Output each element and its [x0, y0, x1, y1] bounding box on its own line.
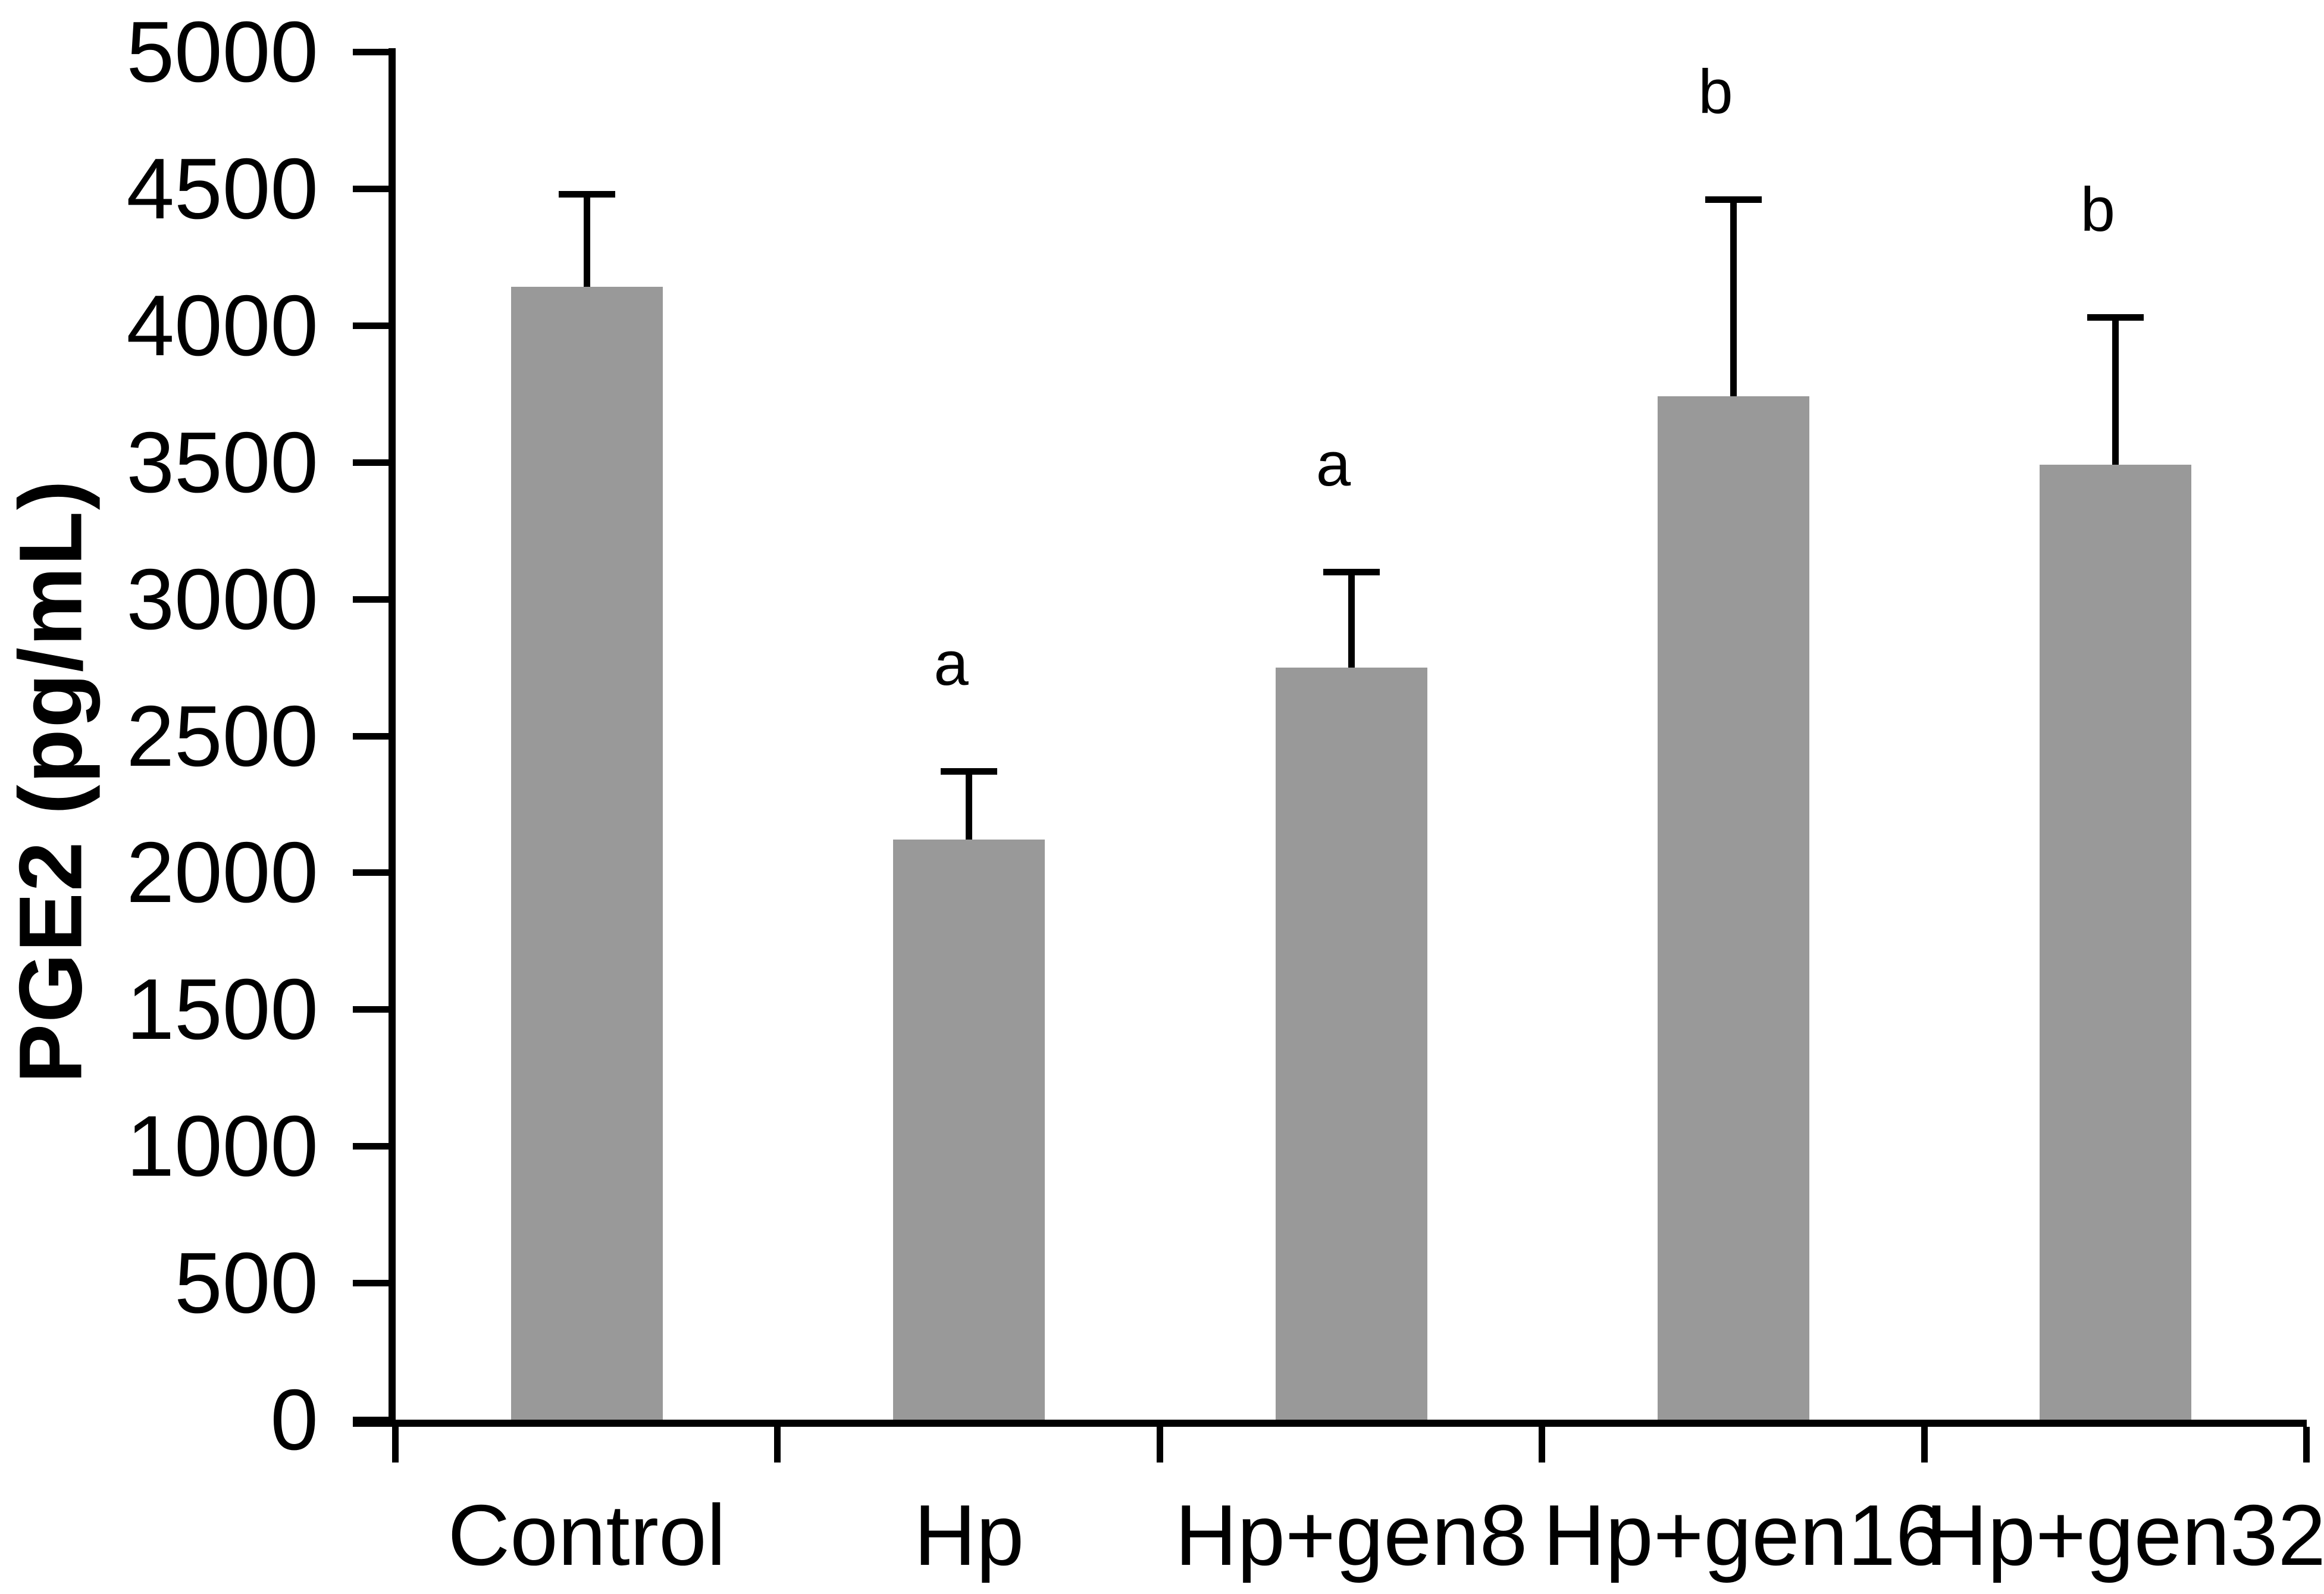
- error-bar-cap: [941, 768, 998, 775]
- y-tick-label: 500: [174, 1235, 318, 1332]
- x-tick-mark: [2303, 1427, 2310, 1463]
- y-tick-label: 1000: [126, 1098, 318, 1195]
- y-tick-label: 2500: [126, 687, 318, 784]
- significance-letter: b: [2080, 175, 2115, 245]
- y-tick-label: 1500: [126, 961, 318, 1058]
- error-bar-line: [2112, 317, 2119, 465]
- significance-letter: a: [934, 629, 969, 699]
- x-tick-mark: [774, 1427, 781, 1463]
- error-bar-line: [966, 771, 973, 840]
- x-category-label: Hp: [913, 1487, 1025, 1583]
- bar: [1275, 667, 1427, 1420]
- x-category-label: Control: [447, 1487, 726, 1583]
- error-bar-line: [1730, 199, 1737, 397]
- y-tick-mark: [353, 185, 389, 192]
- x-category-label: Hp+gen16: [1543, 1487, 1944, 1583]
- y-tick-mark: [353, 1143, 389, 1150]
- x-category-label: Hp+gen8: [1174, 1487, 1528, 1583]
- y-tick-label: 5000: [126, 4, 318, 100]
- bar: [2040, 465, 2192, 1420]
- error-bar-line: [1348, 571, 1355, 668]
- y-tick-mark: [353, 1006, 389, 1013]
- y-tick-label: 0: [270, 1371, 318, 1468]
- x-axis-line: [353, 1420, 2307, 1427]
- y-tick-label: 2000: [126, 824, 318, 921]
- y-tick-mark: [353, 49, 389, 55]
- error-bar-cap: [558, 191, 615, 198]
- y-tick-label: 3500: [126, 414, 318, 511]
- y-tick-mark: [353, 322, 389, 329]
- bar: [1657, 396, 1809, 1420]
- significance-letter: a: [1316, 429, 1351, 499]
- y-axis-line: [389, 48, 396, 1420]
- bar: [510, 287, 663, 1420]
- y-tick-label: 3000: [126, 550, 318, 647]
- y-tick-mark: [353, 732, 389, 740]
- y-tick-mark: [353, 596, 389, 603]
- x-tick-mark: [392, 1427, 399, 1463]
- y-tick-mark: [353, 1280, 389, 1287]
- error-bar-cap: [1323, 568, 1380, 575]
- x-tick-mark: [1921, 1427, 1928, 1463]
- x-tick-mark: [1539, 1427, 1546, 1463]
- y-tick-mark: [353, 459, 389, 466]
- error-bar-cap: [2087, 314, 2144, 321]
- x-category-label: Hp+gen32: [1925, 1487, 2324, 1583]
- bar: [893, 840, 1045, 1420]
- y-tick-mark: [353, 869, 389, 876]
- y-tick-label: 4500: [126, 140, 318, 237]
- error-bar-cap: [1705, 196, 1762, 203]
- y-tick-label: 4000: [126, 277, 318, 374]
- error-bar-line: [583, 194, 590, 287]
- significance-letter: b: [1698, 57, 1733, 127]
- x-tick-mark: [1156, 1427, 1163, 1463]
